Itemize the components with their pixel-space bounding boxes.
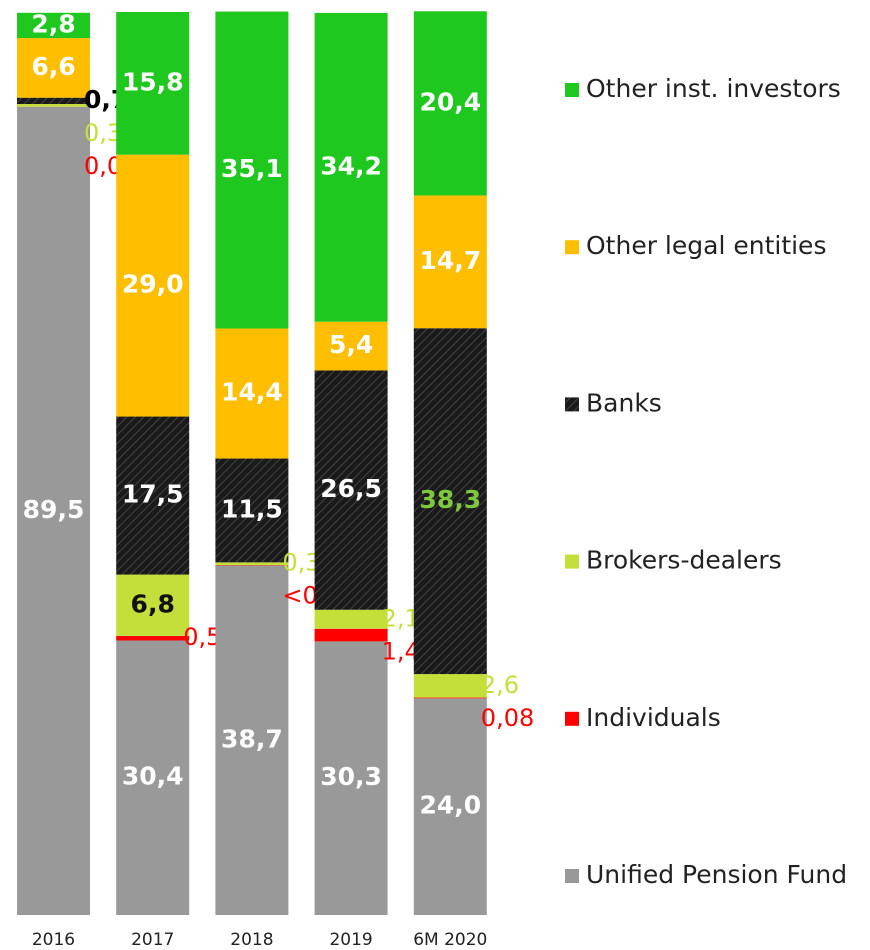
- value-label: 17,5: [122, 480, 184, 509]
- bar-segment: [17, 12, 90, 39]
- bar-segment: [413, 328, 487, 675]
- bar-segment: [116, 640, 190, 915]
- legend-label: Other inst. investors: [586, 74, 841, 103]
- legend-swatch: [565, 83, 579, 97]
- value-label: 0,5: [183, 623, 221, 651]
- value-label: 35,1: [221, 154, 283, 183]
- legend-swatch: [565, 869, 579, 883]
- x-tick-label: 6M 2020: [413, 930, 487, 950]
- legend-label: Other legal entities: [586, 231, 826, 260]
- legend-swatch: [565, 397, 579, 412]
- x-tick-label: 2017: [131, 930, 174, 950]
- bar-segment: [116, 416, 190, 575]
- bar-segment: [314, 370, 388, 610]
- legend-label: Banks: [586, 388, 662, 417]
- legend-label: Brokers-dealers: [586, 546, 782, 575]
- bar-segment: [413, 195, 487, 329]
- value-label: 15,8: [122, 67, 184, 96]
- bar-segment: [215, 328, 289, 459]
- bar-segment: [215, 565, 289, 915]
- legend-swatch: [565, 240, 579, 255]
- value-label: 0,3: [282, 549, 320, 577]
- bar-segment: [116, 635, 190, 641]
- bar-segment: [116, 12, 190, 155]
- bar-segment: [413, 698, 487, 915]
- bar-segment: [215, 562, 289, 566]
- x-tick-label: 2018: [230, 930, 273, 950]
- bar-segment: [17, 97, 90, 105]
- value-label: 2,1: [382, 604, 420, 632]
- legend-swatch: [565, 554, 579, 569]
- value-label: 30,3: [320, 762, 382, 791]
- bar-segment: [314, 641, 388, 915]
- value-label: 14,4: [221, 378, 283, 407]
- bar-segment: [215, 458, 289, 563]
- value-label: 29,0: [122, 270, 184, 299]
- legend-swatch: [565, 711, 579, 726]
- bar-segment: [413, 674, 487, 698]
- bar-segment: [17, 104, 90, 107]
- x-tick-label: 2016: [32, 930, 75, 950]
- value-label: 38,7: [221, 724, 283, 753]
- value-label: 2,8: [31, 9, 75, 38]
- legend-label: Unified Pension Fund: [586, 860, 847, 889]
- value-label: 2,6: [481, 671, 519, 699]
- value-label: 34,2: [320, 151, 382, 180]
- value-label: 0,3: [84, 119, 122, 147]
- value-label: 5,4: [329, 330, 373, 359]
- value-label: 1,4: [382, 637, 420, 665]
- value-label: 26,5: [320, 474, 382, 503]
- value-label: 89,5: [23, 495, 85, 524]
- bar-segment: [116, 574, 190, 636]
- bar-segment: [17, 106, 90, 915]
- bar-segment: [17, 38, 90, 98]
- value-label: 6,8: [131, 589, 175, 618]
- bar-segment: [116, 154, 190, 417]
- value-label: 0,08: [481, 704, 534, 732]
- bar-segment: [413, 697, 487, 699]
- value-label: 6,6: [31, 52, 75, 81]
- value-label: 24,0: [419, 791, 481, 820]
- value-label: 11,5: [221, 494, 283, 523]
- bar-segment: [215, 11, 289, 329]
- bar-segment: [314, 12, 388, 322]
- value-label: 30,4: [122, 762, 184, 791]
- value-label: 38,3: [419, 485, 481, 514]
- bar-segment: [314, 628, 388, 642]
- legend-label: Individuals: [586, 703, 721, 732]
- bar-segment: [314, 321, 388, 371]
- bar-segment: [314, 609, 388, 629]
- x-tick-label: 2019: [329, 930, 372, 950]
- value-label: 14,7: [419, 246, 481, 275]
- bar-segment: [413, 11, 487, 196]
- value-label: 20,4: [419, 87, 481, 116]
